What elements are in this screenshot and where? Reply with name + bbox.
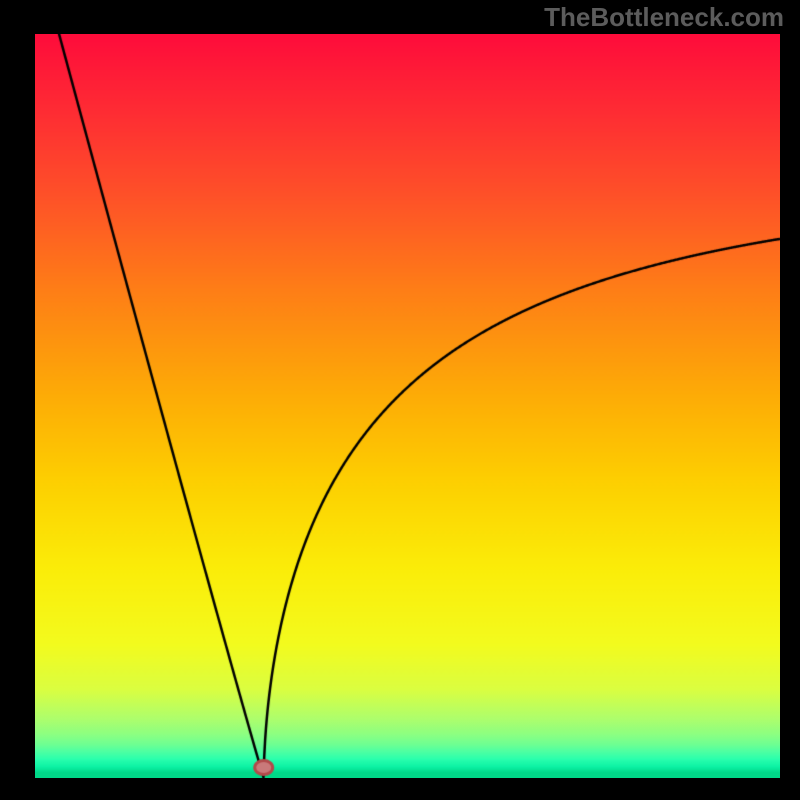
watermark-text: TheBottleneck.com [544, 2, 784, 33]
chart-frame: TheBottleneck.com [0, 0, 800, 800]
gradient-chart-canvas [35, 34, 780, 778]
